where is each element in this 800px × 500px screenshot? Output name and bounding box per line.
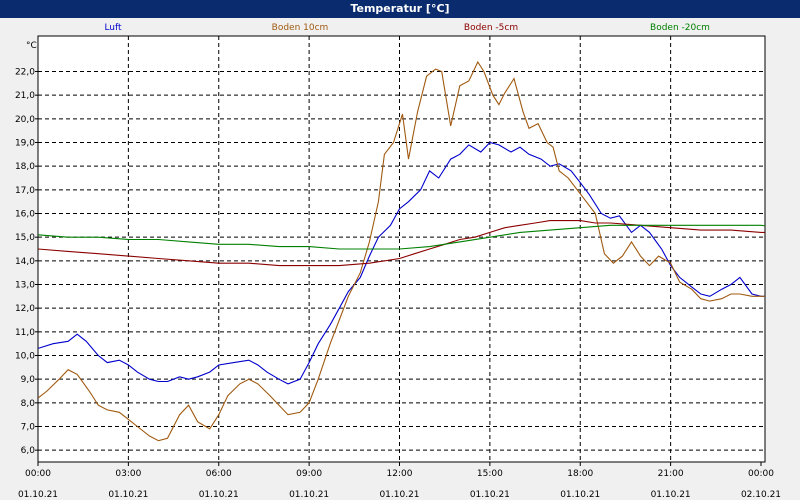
grid [38, 36, 765, 462]
x-tick-time: 03:00 [115, 469, 141, 479]
y-tick-label: 21,0 [15, 91, 35, 101]
y-tick-label: 6,0 [21, 446, 36, 456]
y-axis: 6,0 7,0 8,0 9,0 10,0 11,0 12,0 13,0 14,0 15,0 16,0… [15, 68, 38, 456]
x-tick-time: 15:00 [477, 469, 503, 479]
series-line-luft [38, 141, 765, 385]
chart-title: Temperatur [°C] [0, 0, 800, 18]
y-tick-label: 18,0 [15, 162, 35, 172]
legend: Luft Boden 10cm Boden -5cm Boden -20cm [104, 23, 710, 33]
y-unit-label: °C [26, 41, 37, 51]
x-tick-date: 01.10.21 [560, 490, 600, 500]
x-tick-date: 01.10.21 [470, 490, 510, 500]
y-tick-label: 16,0 [15, 210, 35, 220]
y-tick-label: 11,0 [15, 328, 35, 338]
x-tick-time: 09:00 [296, 469, 322, 479]
legend-entry: Boden -20cm [650, 23, 710, 33]
y-tick-label: 8,0 [21, 399, 36, 409]
x-tick-time: 00:00 [25, 469, 51, 479]
x-tick-date: 01.10.21 [289, 490, 329, 500]
x-tick-time: 12:00 [387, 469, 413, 479]
x-tick-date: 01.10.21 [379, 490, 419, 500]
y-tick-label: 13,0 [15, 281, 35, 291]
series-line-boden-5cm [38, 220, 765, 267]
temperature-chart: Luft Boden 10cm Boden -5cm Boden -20cm °C 6… [15, 23, 781, 500]
x-tick-time: 00:00 [748, 469, 774, 479]
x-tick-date: 02.10.21 [741, 490, 781, 500]
y-tick-label: 14,0 [15, 257, 35, 267]
x-tick-date: 01.10.21 [108, 490, 148, 500]
series-line-boden-10cm [38, 60, 765, 442]
series-lines [38, 60, 765, 442]
x-tick-time: 06:00 [206, 469, 232, 479]
x-tick-time: 18:00 [567, 469, 593, 479]
y-tick-label: 12,0 [15, 304, 35, 314]
y-tick-label: 15,0 [15, 233, 35, 243]
y-tick-label: 19,0 [15, 139, 35, 149]
y-tick-label: 7,0 [21, 423, 36, 433]
legend-entry: Boden 10cm [272, 23, 329, 33]
legend-entry: Luft [104, 23, 122, 33]
x-tick-date: 01.10.21 [651, 490, 691, 500]
series-line-boden-20cm [38, 224, 765, 250]
y-tick-label: 10,0 [15, 352, 35, 362]
x-axis: 00:00 01.10.21 03:00 01.10.21 06:00 01.10.21 0… [18, 462, 781, 500]
x-tick-date: 01.10.21 [199, 490, 239, 500]
legend-entry: Boden -5cm [464, 23, 518, 33]
x-tick-date: 01.10.21 [18, 490, 58, 500]
x-tick-time: 21:00 [658, 469, 684, 479]
y-tick-label: 17,0 [15, 186, 35, 196]
y-tick-label: 22,0 [15, 68, 35, 78]
y-tick-label: 20,0 [15, 115, 35, 125]
y-tick-label: 9,0 [21, 375, 36, 385]
